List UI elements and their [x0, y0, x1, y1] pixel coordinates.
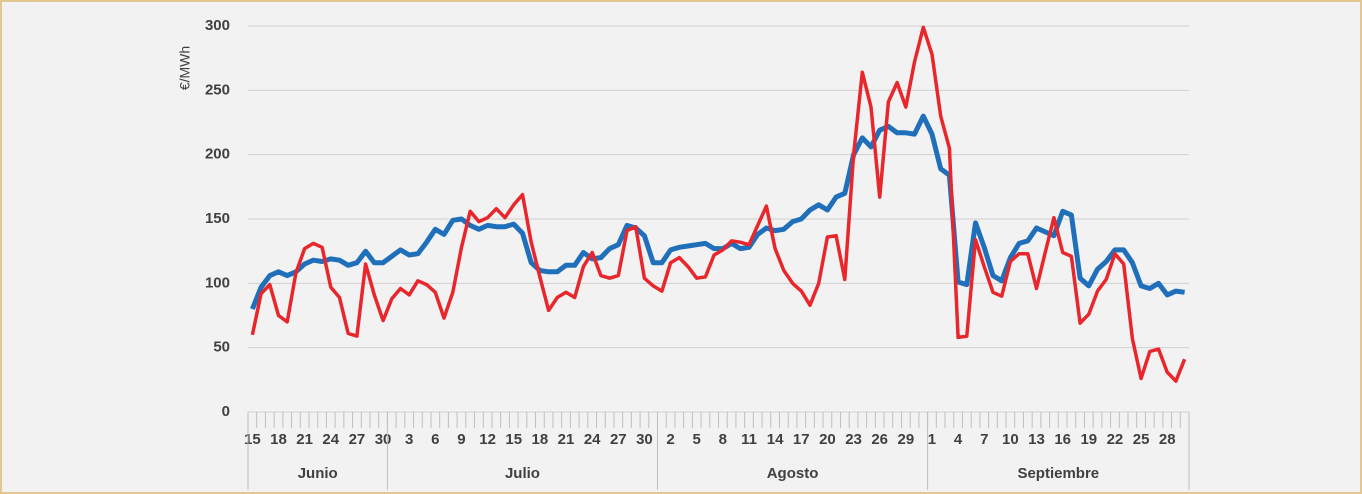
x-tick-label: 26: [871, 431, 888, 448]
x-tick-label: 20: [819, 431, 836, 448]
x-tick-label: 1: [928, 431, 936, 448]
x-tick-label: 22: [1107, 431, 1124, 448]
x-tick-label: 27: [610, 431, 627, 448]
group-label: Julio: [505, 465, 540, 482]
y-axis-label: €/MWh: [177, 46, 193, 90]
x-tick-label: 14: [767, 431, 784, 448]
x-tick-label: 16: [1054, 431, 1071, 448]
x-tick-label: 6: [431, 431, 439, 448]
series-line: [250, 25, 1187, 383]
x-tick-label: 4: [954, 431, 963, 448]
x-tick-label: 21: [558, 431, 575, 448]
x-tick-label: 11: [741, 431, 757, 448]
x-tick-label: 10: [1002, 431, 1019, 448]
x-tick-label: 15: [244, 431, 261, 448]
x-tick-label: 24: [322, 431, 339, 448]
x-tick-label: 5: [693, 431, 701, 448]
x-tick-label: 25: [1133, 431, 1150, 448]
x-tick-label: 12: [479, 431, 496, 448]
x-tick-label: 2: [666, 431, 674, 448]
y-tick-label: 100: [205, 274, 230, 291]
x-tick-label: 23: [845, 431, 862, 448]
y-tick-label: 50: [213, 339, 230, 356]
x-tick-label: 29: [897, 431, 914, 448]
group-label: Septiembre: [1017, 465, 1099, 482]
y-tick-label: 250: [205, 81, 230, 98]
x-tick-label: 13: [1028, 431, 1045, 448]
x-tick-label: 8: [719, 431, 727, 448]
x-tick-label: 19: [1080, 431, 1097, 448]
x-tick-label: 18: [532, 431, 549, 448]
group-label: Agosto: [767, 465, 819, 482]
x-tick-label: 30: [636, 431, 653, 448]
x-tick-label: 30: [375, 431, 392, 448]
series-line: [250, 113, 1185, 311]
x-tick-label: 21: [296, 431, 313, 448]
x-tick-label: 18: [270, 431, 287, 448]
y-tick-label: 0: [222, 403, 230, 420]
x-tick-label: 27: [349, 431, 366, 448]
x-tick-label: 7: [980, 431, 988, 448]
x-tick-label: 24: [584, 431, 601, 448]
y-tick-label: 200: [205, 146, 230, 163]
group-label: Junio: [298, 465, 338, 482]
y-tick-label: 300: [205, 17, 230, 34]
x-tick-label: 15: [505, 431, 522, 448]
x-tick-label: 3: [405, 431, 413, 448]
y-tick-label: 150: [205, 210, 230, 227]
x-tick-label: 9: [457, 431, 465, 448]
x-tick-label: 28: [1159, 431, 1176, 448]
x-tick-label: 17: [793, 431, 810, 448]
